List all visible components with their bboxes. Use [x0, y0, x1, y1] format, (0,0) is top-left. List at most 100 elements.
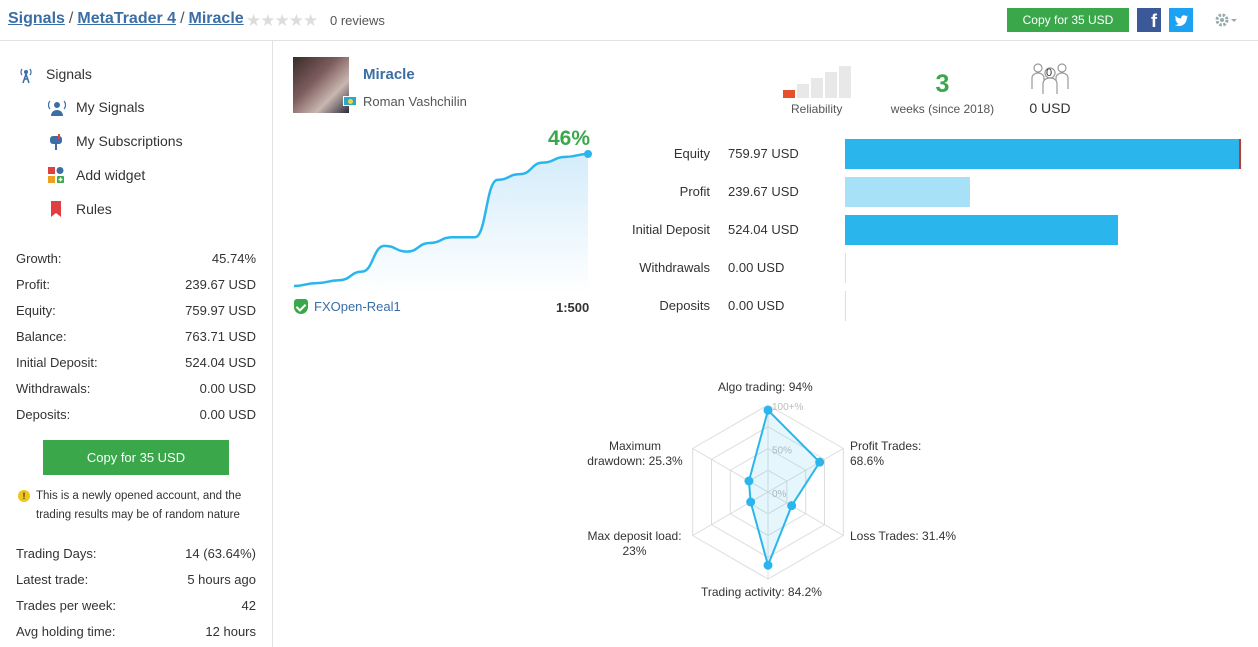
weeks-count: 3 [935, 70, 950, 98]
stat-label: Latest trade: [16, 572, 89, 587]
author-name[interactable]: Roman Vashchilin [363, 94, 467, 109]
stat-balance: Balance: 763.71 USD [16, 329, 256, 344]
growth-percent: 46% [548, 127, 591, 150]
leverage: 1:500 [556, 300, 590, 315]
author-avatar[interactable] [293, 57, 349, 113]
breadcrumb: Signals / MetaTrader 4/Miracle [8, 10, 244, 28]
stat-value: 42 [241, 598, 256, 613]
balance-bar [845, 177, 970, 207]
stat-label: Deposits: [16, 407, 71, 422]
balance-value: 239.67 USD [728, 184, 799, 199]
stat-value: 759.97 USD [185, 303, 256, 318]
radar-label-max-deposit-load: Max deposit load: 23% [582, 529, 687, 559]
radar-axis-line [767, 491, 844, 536]
radar-axis-line [692, 448, 769, 493]
balance-bar-track [845, 215, 1243, 245]
rating-stars[interactable]: ★★★★★ [246, 11, 318, 30]
balance-bar [845, 139, 1241, 169]
broker-name: FXOpen-Real1 [314, 299, 401, 314]
stat-growth: Growth: 45.74% [16, 251, 256, 266]
balance-value: 524.04 USD [728, 222, 799, 237]
radar-chart: 100+% 50% 0% Algo trading: 94% Profit Trad… [570, 370, 970, 610]
stat-profit: Profit: 239.67 USD [16, 277, 256, 292]
balance-label: Initial Deposit [631, 222, 710, 237]
sidebar-item-signals[interactable]: Signals [18, 66, 92, 84]
stat-label: Equity: [16, 303, 56, 318]
broker-link[interactable]: FXOpen-Real1 [294, 299, 401, 314]
settings-gear-icon[interactable] [1214, 10, 1238, 30]
balance-bar [845, 215, 1119, 245]
balance-label: Deposits [659, 298, 710, 313]
breadcrumb-metatrader4[interactable]: MetaTrader 4 [77, 10, 177, 27]
breadcrumb-signals[interactable]: Signals [8, 10, 65, 27]
stat-initial-deposit: Initial Deposit: 524.04 USD [16, 355, 256, 370]
balance-bar-track [845, 253, 1243, 283]
balance-bar [845, 253, 846, 283]
radar-point [787, 501, 797, 511]
notice-text: This is a newly opened account, and the … [36, 490, 242, 521]
growth-chart[interactable] [290, 148, 594, 294]
balance-value: 0.00 USD [728, 260, 785, 275]
sidebar-item-label: Add widget [76, 167, 146, 183]
stat-label: Trading Days: [16, 546, 97, 561]
growth-line [293, 152, 589, 288]
copy-signal-sidebar-button[interactable]: Copy for 35 USD [43, 440, 229, 475]
verified-shield-icon [294, 299, 308, 314]
twitter-icon[interactable] [1169, 8, 1193, 32]
breadcrumb-miracle[interactable]: Miracle [188, 10, 244, 27]
radar-point [763, 560, 773, 570]
balance-bar [845, 291, 846, 321]
radar-label-text: Profit Trades: 68.6% [850, 439, 922, 468]
subscribers-count: 0 [1045, 67, 1053, 79]
reliability-bar [797, 84, 809, 98]
sidebar-item-rules[interactable]: Rules [48, 201, 112, 217]
balance-row-initial-deposit: Initial Deposit 524.04 USD [600, 215, 1250, 245]
balance-label: Profit [679, 184, 710, 199]
reliability-bars [783, 66, 851, 98]
subscribers-icon [1031, 63, 1069, 94]
growth-end-point [584, 150, 592, 158]
reliability-bar [825, 72, 837, 98]
new-account-notice: ! This is a newly opened account, and th… [18, 487, 263, 525]
balance-row-profit: Profit 239.67 USD [600, 177, 1250, 207]
stat-value: 14 (63.64%) [185, 546, 256, 561]
balance-row-equity: Equity 759.97 USD [600, 139, 1250, 169]
balance-bar-track [845, 291, 1243, 321]
radar-label-text: Maximum drawdown: 25.3% [587, 439, 683, 468]
radar-point [744, 476, 754, 486]
stat-value: 524.04 USD [185, 355, 256, 370]
radar-label-loss-trades: Loss Trades: 31.4% [850, 529, 957, 543]
stat-label: Growth: [16, 251, 62, 266]
stat-value: 239.67 USD [185, 277, 256, 292]
radar-scale-label: 100+% [772, 402, 804, 413]
radar-point [815, 457, 825, 467]
sidebar-item-my-signals[interactable]: My Signals [47, 99, 145, 116]
mailbox-icon [48, 133, 64, 150]
user-signal-icon [47, 99, 67, 116]
reviews-count: 0 reviews [330, 13, 385, 28]
radar-point [763, 405, 773, 415]
stat-label: Withdrawals: [16, 381, 91, 396]
balance-bar-track [845, 177, 1243, 207]
sidebar: Signals My Signals My Subscriptions Add … [0, 41, 273, 647]
stat-label: Trades per week: [16, 598, 116, 613]
bookmark-icon [48, 201, 64, 217]
signal-name-link[interactable]: Miracle [363, 66, 415, 83]
facebook-icon[interactable]: f [1137, 8, 1161, 32]
balance-row-withdrawals: Withdrawals 0.00 USD [600, 253, 1250, 283]
growth-area [294, 154, 588, 294]
balance-value: 0.00 USD [728, 298, 785, 313]
balance-label: Withdrawals [639, 260, 710, 275]
sidebar-item-my-subscriptions[interactable]: My Subscriptions [48, 133, 183, 150]
sidebar-item-add-widget[interactable]: Add widget [48, 167, 145, 183]
radar-label-profit-trades: Profit Trades: 68.6% [850, 439, 921, 469]
breadcrumb-separator: / [68, 10, 74, 27]
reliability-bar [811, 78, 823, 98]
stat-value: 763.71 USD [185, 329, 256, 344]
reliability-label: Reliability [791, 102, 843, 116]
balance-row-deposits: Deposits 0.00 USD [600, 291, 1250, 321]
stat-withdrawals: Withdrawals: 0.00 USD [16, 381, 256, 396]
sidebar-item-label: My Signals [76, 99, 145, 115]
balance-label: Equity [673, 146, 710, 161]
copy-signal-button[interactable]: Copy for 35 USD [1007, 8, 1129, 32]
